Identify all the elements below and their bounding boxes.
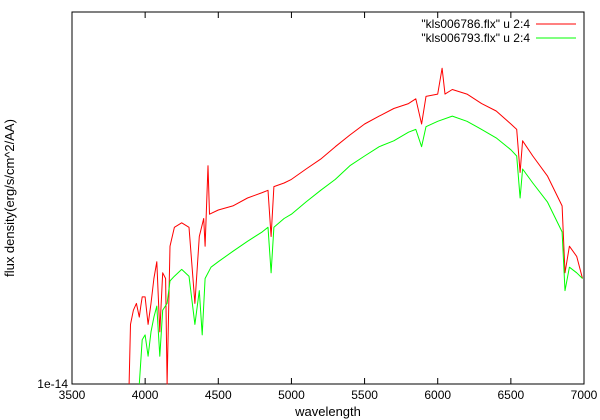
legend: "kls006786.flx" u 2:4"kls006793.flx" u 2…: [421, 17, 576, 45]
x-tick-label: 5000: [278, 388, 305, 402]
y-tick-label: 1e-14: [37, 377, 68, 391]
legend-label: "kls006793.flx" u 2:4: [421, 31, 530, 45]
series-line-2: [138, 115, 583, 385]
x-tick-label: 6000: [424, 388, 451, 402]
x-tick-label: 4500: [205, 388, 232, 402]
series-layer: [128, 67, 583, 385]
series-line-1: [128, 67, 583, 385]
plot-frame: [71, 11, 585, 385]
x-tick-label: 4000: [132, 388, 159, 402]
x-tick-label: 5500: [351, 388, 378, 402]
x-axis: 3500 4000 4500 5000 5500 6000 6500 7000: [59, 12, 598, 402]
y-axis-label: flux density(erg/s/cm^2/AA): [2, 119, 17, 277]
x-tick-label: 7000: [571, 388, 598, 402]
x-tick-label: 3500: [59, 388, 86, 402]
x-tick-label: 6500: [498, 388, 525, 402]
x-axis-label: wavelength: [294, 404, 361, 419]
legend-label: "kls006786.flx" u 2:4: [421, 17, 530, 31]
y-axis: 1e-14: [37, 377, 584, 391]
